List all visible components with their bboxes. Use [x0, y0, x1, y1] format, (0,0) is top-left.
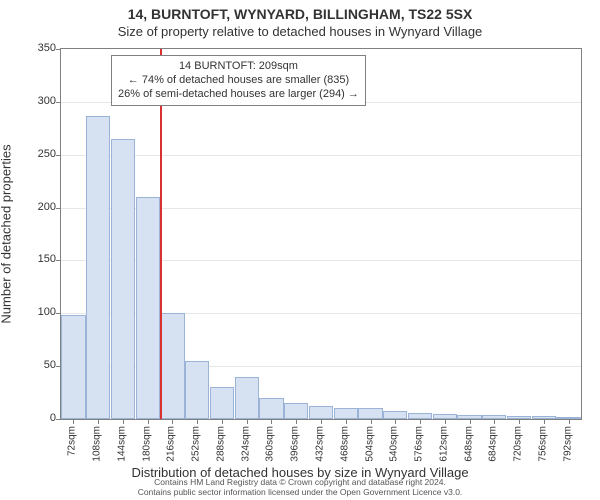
y-tick-label: 250: [16, 148, 56, 160]
x-tick-mark: [395, 419, 396, 424]
y-tick-mark: [56, 313, 61, 314]
x-tick-label: 540sqm: [389, 426, 400, 462]
histogram-bar: [86, 116, 110, 419]
y-tick-label: 150: [16, 253, 56, 265]
y-tick-label: 50: [16, 359, 56, 371]
annotation-line-1: 14 BURNTOFT: 209sqm: [118, 60, 359, 74]
x-tick-mark: [148, 419, 149, 424]
x-tick-mark: [420, 419, 421, 424]
x-tick-label: 216sqm: [166, 426, 177, 462]
x-tick-label: 180sqm: [141, 426, 152, 462]
x-tick-label: 684sqm: [488, 426, 499, 462]
x-tick-mark: [271, 419, 272, 424]
x-tick-label: 468sqm: [339, 426, 350, 462]
chart-title-main: 14, BURNTOFT, WYNYARD, BILLINGHAM, TS22 …: [0, 6, 600, 22]
x-tick-label: 252sqm: [191, 426, 202, 462]
y-tick-mark: [56, 102, 61, 103]
histogram-bar: [358, 408, 382, 419]
x-tick-label: 396sqm: [290, 426, 301, 462]
x-tick-mark: [247, 419, 248, 424]
plot-area: 14 BURNTOFT: 209sqm ← 74% of detached ho…: [60, 48, 582, 420]
y-tick-mark: [56, 49, 61, 50]
annotation-box: 14 BURNTOFT: 209sqm ← 74% of detached ho…: [111, 55, 366, 106]
y-tick-mark: [56, 208, 61, 209]
annotation-line-2: ← 74% of detached houses are smaller (83…: [118, 74, 359, 88]
x-tick-label: 108sqm: [92, 426, 103, 462]
histogram-bar: [284, 403, 308, 419]
x-tick-label: 612sqm: [438, 426, 449, 462]
y-tick-label: 300: [16, 95, 56, 107]
x-tick-label: 324sqm: [240, 426, 251, 462]
x-tick-mark: [172, 419, 173, 424]
x-tick-label: 648sqm: [463, 426, 474, 462]
histogram-bar: [210, 387, 234, 419]
y-tick-label: 200: [16, 201, 56, 213]
histogram-bar: [259, 398, 283, 419]
histogram-bar: [334, 408, 358, 419]
histogram-bar: [235, 377, 259, 419]
histogram-bar: [185, 361, 209, 419]
x-tick-mark: [98, 419, 99, 424]
property-size-histogram: 14, BURNTOFT, WYNYARD, BILLINGHAM, TS22 …: [0, 0, 600, 500]
grid-line: [61, 155, 581, 156]
histogram-bar: [111, 139, 135, 419]
x-tick-mark: [222, 419, 223, 424]
x-tick-mark: [519, 419, 520, 424]
x-tick-label: 792sqm: [562, 426, 573, 462]
x-tick-mark: [445, 419, 446, 424]
x-tick-label: 288sqm: [215, 426, 226, 462]
x-tick-mark: [73, 419, 74, 424]
chart-title-sub: Size of property relative to detached ho…: [0, 24, 600, 39]
footer-attribution: Contains HM Land Registry data © Crown c…: [0, 478, 600, 498]
y-tick-label: 100: [16, 306, 56, 318]
x-tick-mark: [544, 419, 545, 424]
y-tick-mark: [56, 260, 61, 261]
x-tick-label: 756sqm: [537, 426, 548, 462]
y-tick-label: 0: [16, 412, 56, 424]
x-tick-label: 360sqm: [265, 426, 276, 462]
histogram-bar: [383, 411, 407, 419]
histogram-bar: [160, 313, 184, 419]
x-tick-mark: [371, 419, 372, 424]
x-tick-label: 504sqm: [364, 426, 375, 462]
x-tick-mark: [123, 419, 124, 424]
footer-line-2: Contains public sector information licen…: [0, 488, 600, 498]
x-tick-mark: [197, 419, 198, 424]
annotation-line-3: 26% of semi-detached houses are larger (…: [118, 88, 359, 102]
x-tick-mark: [346, 419, 347, 424]
y-axis-label: Number of detached properties: [0, 144, 14, 323]
x-tick-mark: [470, 419, 471, 424]
histogram-bar: [136, 197, 160, 419]
x-tick-mark: [321, 419, 322, 424]
x-tick-mark: [296, 419, 297, 424]
y-tick-mark: [56, 155, 61, 156]
y-tick-label: 350: [16, 42, 56, 54]
x-tick-mark: [494, 419, 495, 424]
y-tick-mark: [56, 419, 61, 420]
x-tick-label: 576sqm: [414, 426, 425, 462]
x-tick-label: 72sqm: [67, 426, 78, 456]
x-tick-label: 432sqm: [315, 426, 326, 462]
x-tick-mark: [569, 419, 570, 424]
histogram-bar: [309, 406, 333, 419]
x-tick-label: 144sqm: [116, 426, 127, 462]
histogram-bar: [61, 315, 85, 419]
x-tick-label: 720sqm: [513, 426, 524, 462]
